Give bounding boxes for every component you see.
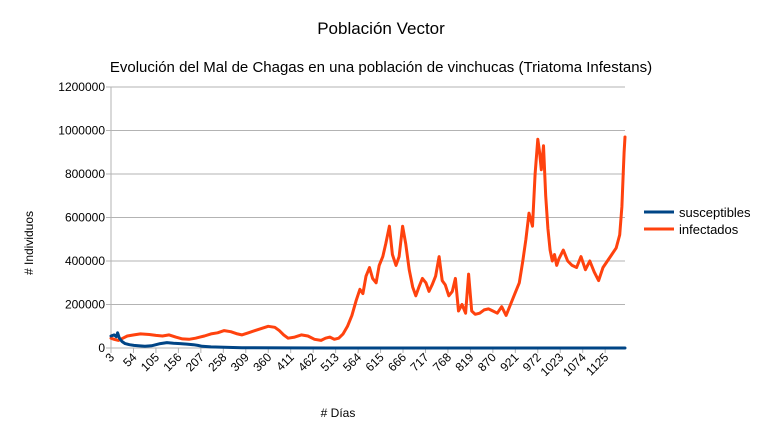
series-line-susceptibles: [109, 331, 627, 350]
x-tick-label: 870: [475, 350, 499, 374]
x-axis-title: # Días: [321, 406, 356, 420]
x-tick-label: 258: [205, 350, 229, 374]
series-lines: [109, 135, 627, 350]
x-tick-label: 1074: [560, 350, 589, 379]
gridlines: [111, 86, 625, 305]
x-tick-label: 411: [273, 350, 297, 374]
x-tick-label: 819: [452, 350, 476, 374]
x-tick-label: 1023: [538, 350, 567, 379]
x-tick-label: 1125: [583, 350, 611, 378]
y-tick-label: 0: [98, 341, 105, 355]
legend: susceptibles infectados: [644, 205, 751, 237]
x-tick-label: 105: [138, 350, 162, 374]
chart-title: Población Vector: [317, 19, 445, 38]
y-tick-label: 200000: [65, 298, 105, 312]
x-tick-label: 207: [183, 350, 207, 374]
x-tick-label: 717: [408, 350, 432, 374]
legend-label-infectados: infectados: [679, 222, 739, 237]
legend-label-susceptibles: susceptibles: [679, 205, 751, 220]
y-tick-label: 400000: [65, 254, 105, 268]
y-tick-label: 1000000: [58, 124, 105, 138]
x-tick-label: 564: [340, 350, 364, 374]
y-axis-ticks: 0 200000 400000 600000 800000 1000000 1200000: [58, 80, 111, 355]
x-tick-label: 309: [228, 350, 252, 374]
x-tick-label: 666: [385, 350, 409, 374]
x-tick-label: 921: [497, 350, 521, 374]
x-tick-label: 54: [120, 350, 140, 370]
y-tick-label: 800000: [65, 167, 105, 181]
x-tick-label: 3: [102, 350, 117, 365]
x-tick-label: 513: [318, 350, 342, 374]
y-tick-label: 1200000: [58, 80, 105, 94]
x-tick-label: 462: [295, 350, 319, 374]
x-tick-label: 768: [430, 350, 454, 374]
series-line-infectados: [109, 135, 627, 342]
y-axis-title: # Individuos: [22, 211, 36, 275]
y-tick-label: 600000: [65, 211, 105, 225]
x-tick-label: 360: [250, 350, 274, 374]
chart-subtitle: Evolución del Mal de Chagas en una pobla…: [110, 59, 652, 76]
x-tick-label: 156: [160, 350, 184, 374]
x-tick-label: 615: [363, 350, 387, 374]
